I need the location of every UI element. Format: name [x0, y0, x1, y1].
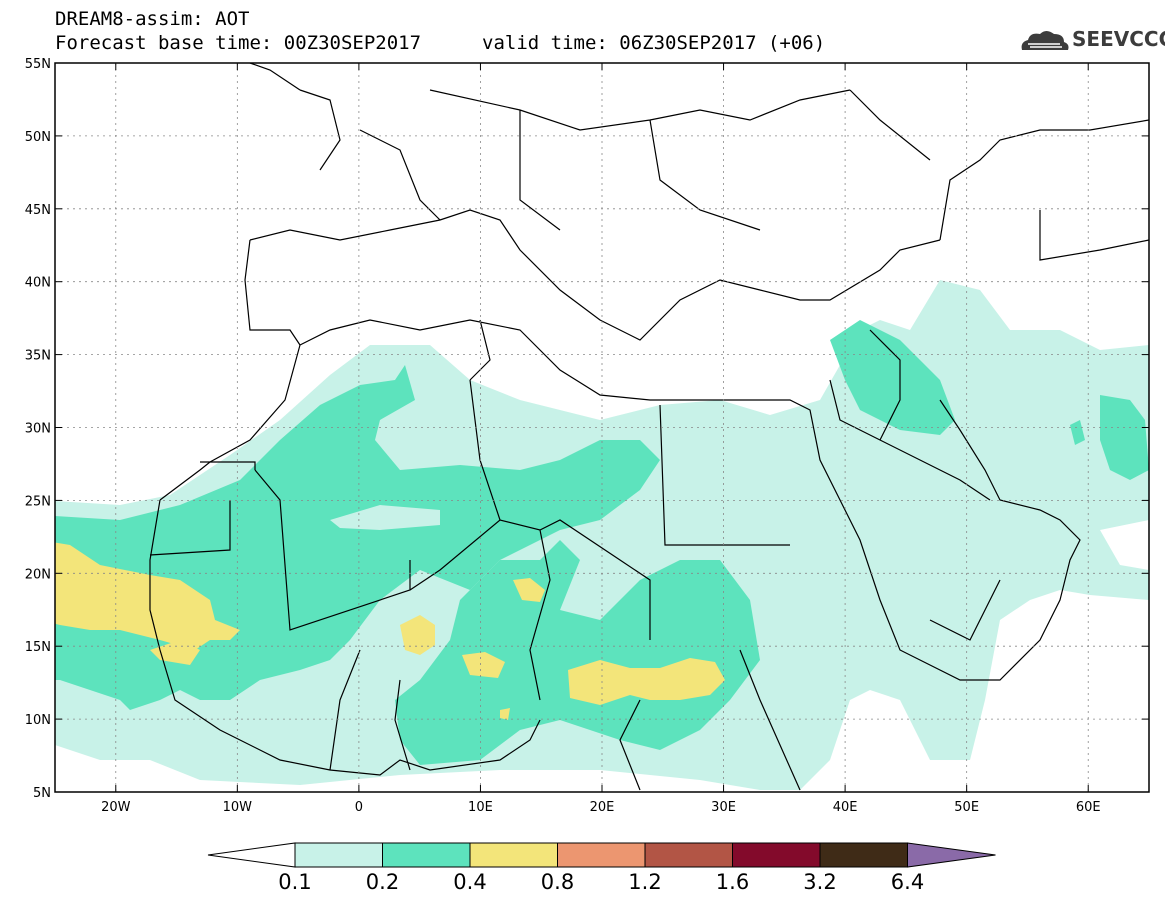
legend-over-triangle — [907, 842, 996, 868]
lon-tick-label: 20E — [590, 800, 615, 815]
cloud-icon — [1021, 31, 1069, 50]
lon-tick-label: 50E — [954, 800, 979, 815]
seevccc-logo: SEEVCCC — [1072, 27, 1165, 51]
legend-under-triangle — [207, 842, 296, 868]
lat-tick-label: 15N — [25, 640, 51, 655]
legend-level-label: 1.2 — [628, 870, 661, 894]
axis-tick-labels: 5N 10N 15N 20N 25N 30N 35N 40N 45N 50N 55N 20W 10W 0 1… — [25, 57, 1101, 815]
lat-tick-label: 30N — [25, 422, 51, 437]
aot-map: 5N 10N 15N 20N 25N 30N 35N 40N 45N 50N 55N 20W 10W 0 1… — [25, 57, 1150, 815]
legend-color-box — [294, 842, 383, 868]
legend-color-box — [644, 842, 733, 868]
lat-tick-label: 55N — [25, 57, 51, 72]
lat-tick-label: 50N — [25, 130, 51, 145]
lon-tick-label: 10W — [223, 800, 253, 815]
legend-color-box — [732, 842, 821, 868]
aot-fields — [55, 280, 1149, 790]
coastlines — [149, 63, 1149, 791]
graticule — [55, 63, 1149, 792]
legend-level-label: 6.4 — [891, 870, 924, 894]
legend-level-label: 1.6 — [716, 870, 749, 894]
legend-color-box — [382, 842, 471, 868]
valid-time: valid time: 06Z30SEP2017 (+06) — [482, 32, 826, 54]
lat-tick-label: 10N — [25, 713, 51, 728]
lon-tick-label: 60E — [1076, 800, 1101, 815]
lon-tick-label: 0 — [355, 800, 363, 815]
forecast-base-time: Forecast base time: 00Z30SEP2017 — [55, 32, 422, 54]
lon-tick-label: 30E — [711, 800, 736, 815]
axis-ticks — [55, 62, 1149, 793]
legend-color-box — [469, 842, 558, 868]
lon-tick-label: 40E — [833, 800, 858, 815]
lat-tick-label: 5N — [33, 786, 51, 801]
lat-tick-label: 25N — [25, 494, 51, 509]
legend-level-label: 3.2 — [803, 870, 836, 894]
legend-level-label: 0.1 — [278, 870, 311, 894]
legend-level-label: 0.8 — [541, 870, 574, 894]
legend-level-label: 0.2 — [366, 870, 399, 894]
lat-tick-label: 45N — [25, 203, 51, 218]
lon-tick-label: 10E — [468, 800, 493, 815]
lat-tick-label: 40N — [25, 276, 51, 291]
legend-level-label: 0.4 — [453, 870, 486, 894]
lat-tick-label: 35N — [25, 349, 51, 364]
map-title: DREAM8-assim: AOT — [55, 8, 250, 30]
legend-color-box — [819, 842, 908, 868]
legend-color-box — [557, 842, 646, 868]
lat-tick-label: 20N — [25, 567, 51, 582]
lon-tick-label: 20W — [101, 800, 131, 815]
